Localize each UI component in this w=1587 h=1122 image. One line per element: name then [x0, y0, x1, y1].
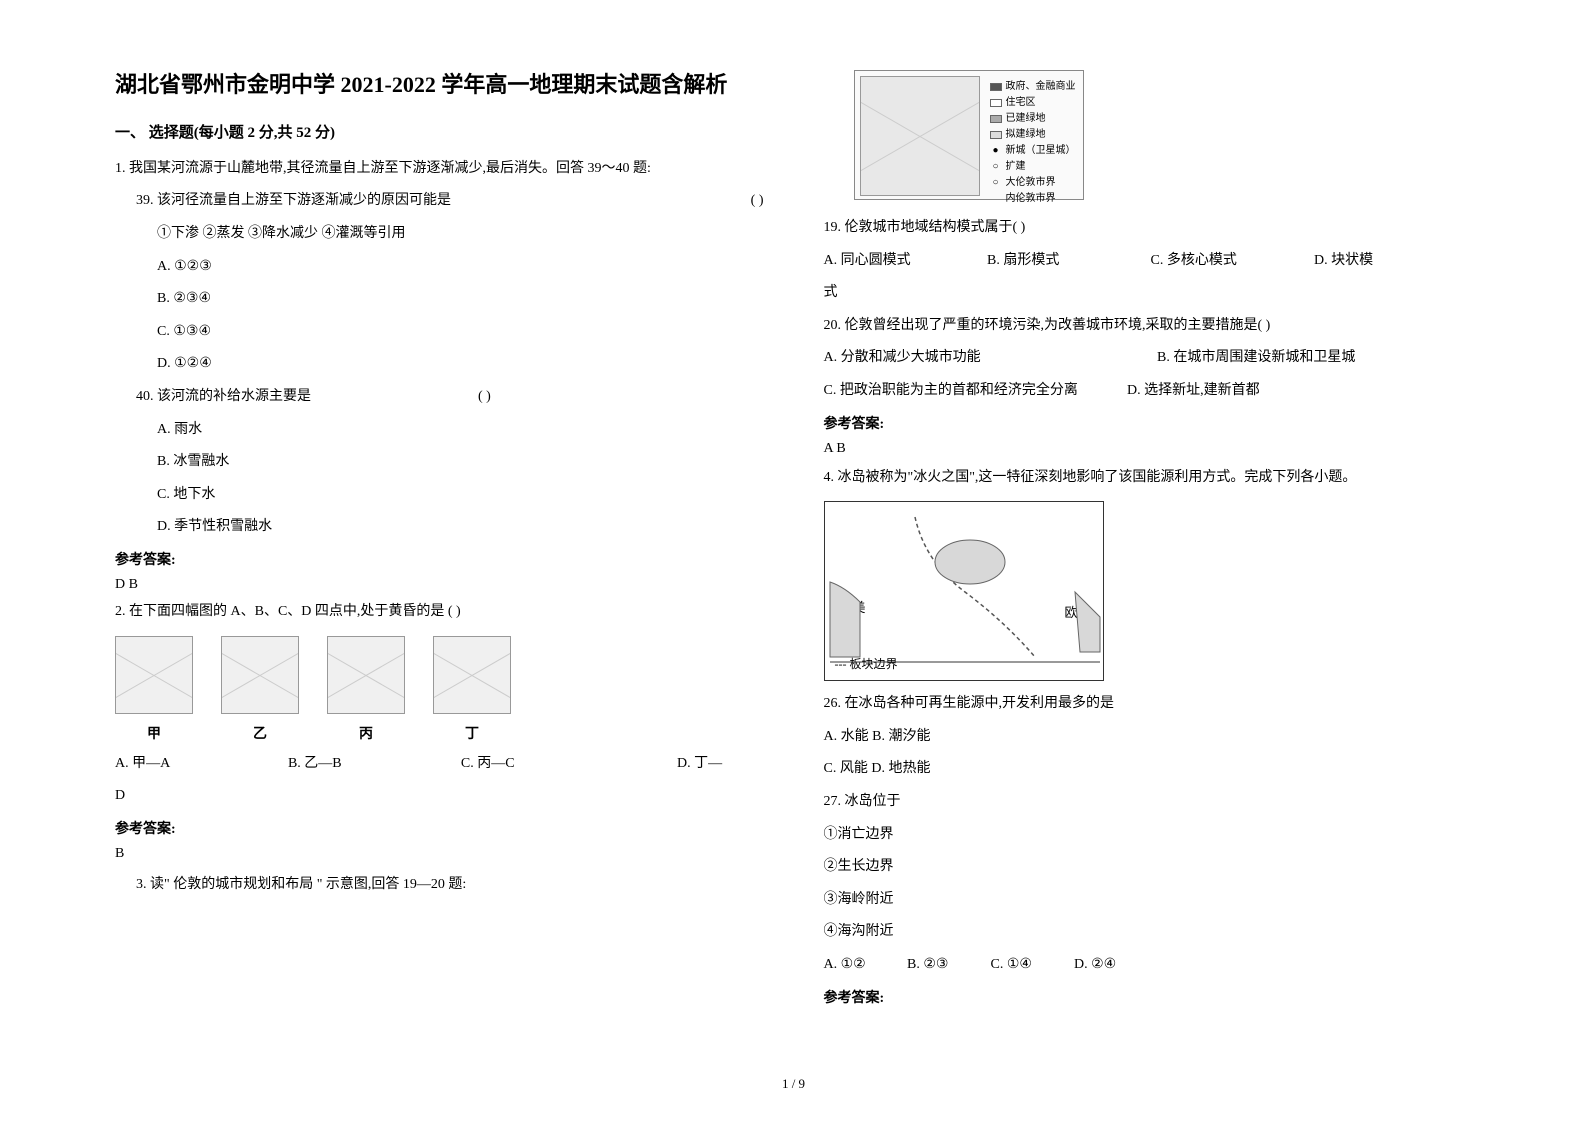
iceland-map: 冰岛 北美 欧洲 --- 板块边界	[824, 501, 1104, 681]
q1-answer-label: 参考答案:	[115, 549, 764, 569]
q4-sub27-l2: ②生长边界	[824, 854, 1473, 881]
q1-sub39-d: D. ①②④	[115, 351, 764, 378]
q1-sub40-b: B. 冰雪融水	[115, 449, 764, 476]
q4-sub26-text: 26. 在冰岛各种可再生能源中,开发利用最多的是	[824, 691, 1473, 718]
london-map-img	[860, 76, 980, 196]
legend-l3: 已建绿地	[1006, 111, 1046, 126]
q4-sub27-l3: ③海岭附近	[824, 887, 1473, 914]
q3-sub19-opts: A. 同心圆模式 B. 扇形模式 C. 多核心模式 D. 块状模	[824, 248, 1473, 275]
q4-sub27-opts: A. ①② B. ②③ C. ①④ D. ②④	[824, 952, 1473, 979]
globe-1: 甲	[115, 636, 193, 743]
q2-answer: B	[115, 846, 764, 862]
q1-sub40-text: 40. 该河流的补给水源主要是	[136, 389, 311, 404]
q3-sub19-c: C. 多核心模式	[1151, 248, 1311, 275]
q2-opt-b: B. 乙—B	[288, 751, 461, 778]
globe-2-label: 乙	[221, 723, 299, 743]
legend-l2: 住宅区	[1006, 95, 1036, 110]
q1-sub39-choices: ①下渗 ②蒸发 ③降水减少 ④灌溉等引用	[115, 221, 764, 248]
globe-3-img	[327, 636, 405, 714]
legend-l4: 拟建绿地	[1006, 127, 1046, 142]
legend-l5: 新城（卫星城）	[1006, 143, 1076, 158]
globe-4: 丁	[433, 636, 511, 743]
q4-sub26-row1: A. 水能 B. 潮汐能	[824, 724, 1473, 751]
legend-l6: 扩建	[1006, 159, 1026, 174]
left-column: 湖北省鄂州市金明中学 2021-2022 学年高一地理期末试题含解析 一、 选择…	[100, 70, 794, 1082]
q1-sub39-a: A. ①②③	[115, 254, 764, 281]
q4-text: 4. 冰岛被称为"冰火之国",这一特征深刻地影响了该国能源利用方式。完成下列各小…	[824, 465, 1473, 492]
globe-2-img	[221, 636, 299, 714]
q3-sub20-a: A. 分散和减少大城市功能	[824, 345, 1154, 372]
q1-sub39-text: 39. 该河径流量自上游至下游逐渐减少的原因可能是	[136, 193, 451, 208]
legend-l1: 政府、金融商业	[1006, 79, 1076, 94]
q4-sub27-a: A. ①②	[824, 952, 904, 979]
legend-l7: 大伦敦市界	[1006, 175, 1056, 190]
q2-text: 2. 在下面四幅图的 A、B、C、D 四点中,处于黄昏的是 ( )	[115, 599, 764, 626]
q4-sub27-l4: ④海沟附近	[824, 919, 1473, 946]
globe-3: 丙	[327, 636, 405, 743]
london-legend: 政府、金融商业 住宅区 已建绿地 拟建绿地 ●新城（卫星城） ○扩建 ○大伦敦市…	[990, 79, 1076, 207]
q3-answer: A B	[824, 441, 1473, 457]
q1-sub40-c: C. 地下水	[115, 482, 764, 509]
right-column: 政府、金融商业 住宅区 已建绿地 拟建绿地 ●新城（卫星城） ○扩建 ○大伦敦市…	[794, 70, 1488, 1082]
document-title: 湖北省鄂州市金明中学 2021-2022 学年高一地理期末试题含解析	[115, 70, 764, 101]
globe-1-label: 甲	[115, 723, 193, 743]
q1-sub39-b: B. ②③④	[115, 286, 764, 313]
q1-sub40-row: 40. 该河流的补给水源主要是 ( )	[115, 384, 764, 411]
q3-sub20-d: D. 选择新址,建新首都	[1127, 383, 1260, 398]
q3-sub19-d: D. 块状模	[1314, 253, 1373, 268]
q4-sub27-d: D. ②④	[1074, 952, 1154, 979]
globe-1-img	[115, 636, 193, 714]
q3-sub19-a: A. 同心圆模式	[824, 248, 984, 275]
q2-opt-d: D. 丁—	[677, 751, 763, 778]
q4-sub26-b: B. 潮汐能	[872, 729, 930, 744]
q3-sub20-row2: C. 把政治职能为主的首都和经济完全分离 D. 选择新址,建新首都	[824, 378, 1473, 405]
globe-4-label: 丁	[433, 723, 511, 743]
q4-sub26-row2: C. 风能 D. 地热能	[824, 756, 1473, 783]
q4-sub26-a: A. 水能	[824, 729, 869, 744]
q4-sub26-c: C. 风能	[824, 761, 868, 776]
q4-sub26-d: D. 地热能	[871, 761, 930, 776]
q1-answer: D B	[115, 577, 764, 593]
q3-sub19-b: B. 扇形模式	[987, 248, 1147, 275]
london-map: 政府、金融商业 住宅区 已建绿地 拟建绿地 ●新城（卫星城） ○扩建 ○大伦敦市…	[854, 70, 1084, 200]
q2-opt-d-cont: D	[115, 783, 764, 810]
q1-sub39-c: C. ①③④	[115, 319, 764, 346]
q2-globes: 甲 乙 丙 丁	[115, 636, 764, 743]
q4-sub27-c: C. ①④	[991, 952, 1071, 979]
q4-sub27-l1: ①消亡边界	[824, 822, 1473, 849]
q1-sub40-a: A. 雨水	[115, 417, 764, 444]
q1-intro: 1. 我国某河流源于山麓地带,其径流量自上游至下游逐渐减少,最后消失。回答 39…	[115, 156, 764, 183]
q3-text: 3. 读" 伦敦的城市规划和布局 " 示意图,回答 19—20 题:	[115, 872, 764, 899]
q3-sub19-text: 19. 伦敦城市地域结构模式属于( )	[824, 215, 1473, 242]
q4-sub27-text: 27. 冰岛位于	[824, 789, 1473, 816]
q1-sub40-blank: ( )	[478, 389, 491, 404]
legend-l8: 内伦敦市界	[1006, 191, 1056, 206]
globe-3-label: 丙	[327, 723, 405, 743]
q2-answer-label: 参考答案:	[115, 818, 764, 838]
iceland-svg	[825, 502, 1103, 680]
q2-opt-c: C. 丙—C	[461, 751, 677, 778]
q3-sub20-c: C. 把政治职能为主的首都和经济完全分离	[824, 378, 1124, 405]
q4-sub27-b: B. ②③	[907, 952, 987, 979]
q2-options: A. 甲—A B. 乙—B C. 丙—C D. 丁—	[115, 751, 764, 778]
globe-4-img	[433, 636, 511, 714]
q1-sub40-d: D. 季节性积雪融水	[115, 514, 764, 541]
q3-answer-label: 参考答案:	[824, 413, 1473, 433]
globe-2: 乙	[221, 636, 299, 743]
q3-sub20-row1: A. 分散和减少大城市功能 B. 在城市周围建设新城和卫星城	[824, 345, 1473, 372]
q1-sub39-blank: ( )	[751, 188, 764, 215]
q2-opt-a: A. 甲—A	[115, 751, 288, 778]
q4-answer-label: 参考答案:	[824, 987, 1473, 1007]
page-number: 1 / 9	[782, 1076, 805, 1092]
page-container: 湖北省鄂州市金明中学 2021-2022 学年高一地理期末试题含解析 一、 选择…	[0, 0, 1587, 1122]
q3-sub19-d-cont: 式	[824, 280, 1473, 307]
q3-sub20-text: 20. 伦敦曾经出现了严重的环境污染,为改善城市环境,采取的主要措施是( )	[824, 313, 1473, 340]
section-1-header: 一、 选择题(每小题 2 分,共 52 分)	[115, 121, 764, 142]
q1-sub39-row: 39. 该河径流量自上游至下游逐渐减少的原因可能是 ( )	[115, 188, 764, 215]
q3-sub20-b: B. 在城市周围建设新城和卫星城	[1157, 350, 1355, 365]
